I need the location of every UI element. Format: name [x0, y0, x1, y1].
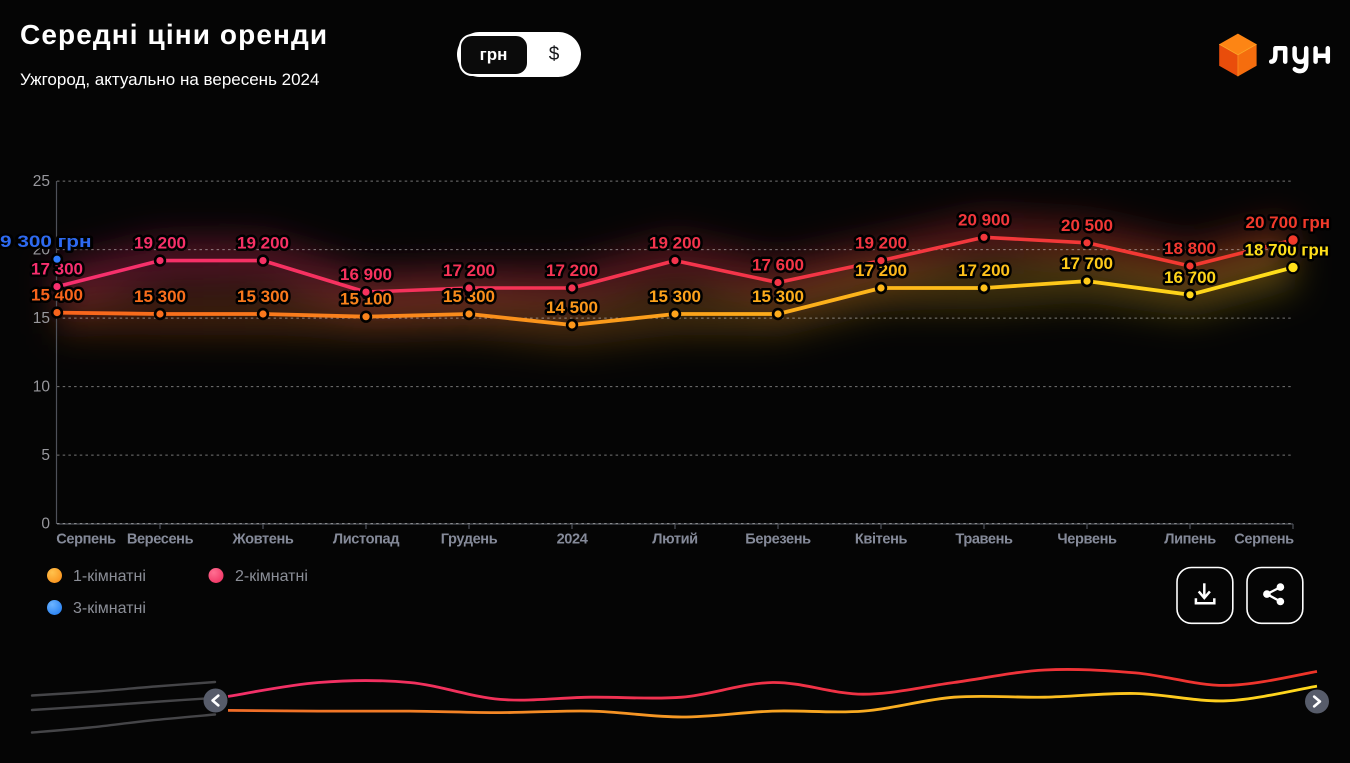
svg-text:19 200: 19 200 — [134, 234, 186, 253]
svg-text:Червень: Червень — [1057, 532, 1117, 548]
svg-text:Квітень: Квітень — [855, 532, 908, 548]
svg-text:17 200: 17 200 — [546, 261, 598, 280]
svg-text:20 700 грн: 20 700 грн — [1246, 213, 1330, 232]
svg-text:17 600: 17 600 — [752, 256, 804, 275]
svg-text:20 900: 20 900 — [958, 210, 1010, 229]
svg-text:15 300: 15 300 — [752, 287, 804, 306]
svg-text:19 200: 19 200 — [855, 234, 907, 253]
svg-text:Грудень: Грудень — [441, 532, 498, 548]
svg-text:15 400: 15 400 — [31, 286, 83, 305]
svg-text:17 200: 17 200 — [855, 261, 907, 280]
svg-text:0: 0 — [41, 516, 50, 533]
svg-text:19 200: 19 200 — [649, 234, 701, 253]
svg-text:15: 15 — [33, 310, 50, 327]
svg-text:15 300: 15 300 — [134, 287, 186, 306]
svg-text:17 200: 17 200 — [958, 261, 1010, 280]
svg-text:3-кімнатні: 3-кімнатні — [73, 600, 146, 617]
svg-text:Вересень: Вересень — [127, 532, 194, 548]
svg-text:Серпень: Серпень — [1234, 532, 1294, 548]
svg-text:17 700: 17 700 — [1061, 254, 1113, 273]
svg-text:25: 25 — [33, 173, 50, 190]
svg-text:Серпень: Серпень — [56, 532, 116, 548]
svg-text:Липень: Липень — [1164, 532, 1216, 548]
svg-text:Травень: Травень — [955, 532, 1013, 548]
svg-text:20: 20 — [33, 242, 51, 259]
svg-text:20 500: 20 500 — [1061, 216, 1113, 235]
svg-text:19 200: 19 200 — [237, 234, 289, 253]
svg-text:5: 5 — [41, 447, 50, 464]
svg-text:19 300 грн: 19 300 грн — [0, 232, 92, 251]
svg-text:2024: 2024 — [557, 532, 589, 548]
svg-text:17 200: 17 200 — [443, 261, 495, 280]
svg-text:1-кімнатні: 1-кімнатні — [73, 568, 146, 585]
svg-text:Лютий: Лютий — [652, 532, 697, 548]
svg-text:14 500: 14 500 — [546, 298, 598, 317]
svg-text:16 900: 16 900 — [340, 265, 392, 284]
svg-text:2-кімнатні: 2-кімнатні — [235, 568, 308, 585]
svg-text:Листопад: Листопад — [333, 532, 399, 548]
svg-text:Жовтень: Жовтень — [232, 532, 294, 548]
svg-text:15 300: 15 300 — [649, 287, 701, 306]
svg-text:18 800: 18 800 — [1164, 239, 1216, 258]
svg-text:18 700 грн: 18 700 грн — [1245, 240, 1329, 259]
svg-text:15 300: 15 300 — [237, 287, 289, 306]
svg-text:Березень: Березень — [745, 532, 811, 548]
svg-text:10: 10 — [33, 379, 51, 396]
